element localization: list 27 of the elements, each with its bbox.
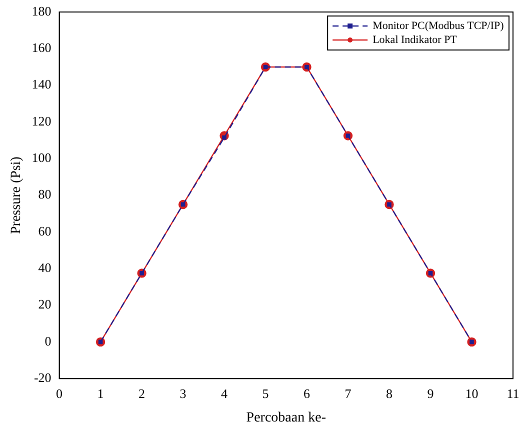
y-tick-label: 100 bbox=[32, 150, 52, 166]
x-tick-label: 10 bbox=[465, 386, 478, 401]
y-tick-label: 160 bbox=[32, 40, 52, 56]
x-tick-label: 4 bbox=[221, 386, 228, 401]
y-axis-title: Pressure (Psi) bbox=[9, 156, 24, 234]
x-tick-label: 5 bbox=[262, 386, 269, 401]
x-axis-title: Percobaan ke- bbox=[246, 410, 326, 426]
y-tick-label: -20 bbox=[34, 370, 52, 386]
x-tick-label: 0 bbox=[56, 386, 63, 401]
x-tick-label: 1 bbox=[97, 386, 104, 401]
y-tick-label: 140 bbox=[32, 76, 52, 92]
x-tick-label: 11 bbox=[506, 386, 520, 401]
legend-label: Lokal Indikator PT bbox=[372, 34, 458, 46]
legend-label: Monitor PC(Modbus TCP/IP) bbox=[372, 20, 504, 32]
y-tick-label: 60 bbox=[38, 223, 52, 238]
y-tick-label: 0 bbox=[44, 333, 52, 348]
y-tick-label: 80 bbox=[38, 186, 52, 202]
x-tick-label: 6 bbox=[304, 386, 311, 401]
x-tick-label: 7 bbox=[344, 386, 352, 401]
x-tick-label: 9 bbox=[427, 386, 434, 401]
x-tick-label: 3 bbox=[180, 386, 186, 401]
y-tick-label: 40 bbox=[38, 260, 52, 276]
y-tick-label: 120 bbox=[32, 113, 52, 128]
x-tick-label: 8 bbox=[386, 386, 393, 401]
y-tick-label: 180 bbox=[32, 3, 52, 18]
y-tick-label: 20 bbox=[38, 296, 52, 312]
x-tick-label: 2 bbox=[138, 386, 146, 401]
